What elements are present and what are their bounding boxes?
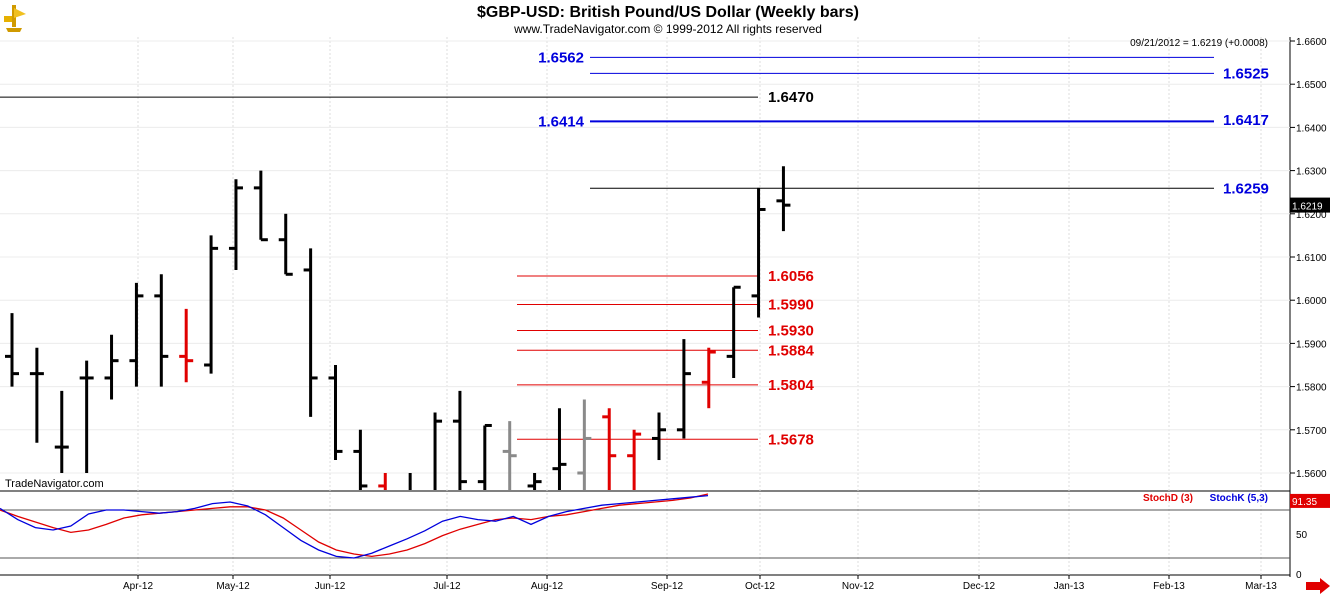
- y-tick-label: 1.6300: [1296, 167, 1327, 178]
- time-axis: Apr-12 May-12 Jun-12 Jul-12 Aug-12 Sep-12 Oct-…: [123, 575, 1277, 592]
- stoch-plot-area: [0, 492, 1290, 574]
- x-tick-label: Oct-12: [745, 581, 775, 592]
- x-tick-label: Mar-13: [1245, 581, 1277, 592]
- y-tick-label: 1.5800: [1296, 383, 1327, 394]
- stoch-series-line: [0, 494, 709, 559]
- level-label: 1.5678: [768, 431, 814, 448]
- y-tick-label: 1.6200: [1296, 210, 1327, 221]
- stoch-series-line: [0, 493, 709, 558]
- stoch-y-tick-label: 50: [1296, 530, 1308, 541]
- stoch-y-tick-label: 0: [1296, 570, 1302, 581]
- last-price-box: [1290, 197, 1330, 213]
- header-background: [0, 0, 1336, 37]
- y-tick-label: 1.6600: [1296, 37, 1327, 48]
- x-tick-label: Jan-13: [1054, 581, 1085, 592]
- level-label: 1.6056: [768, 268, 814, 285]
- level-label: 1.6259: [1223, 180, 1269, 197]
- y-tick-label: 1.5700: [1296, 426, 1327, 437]
- gridlines: [0, 37, 1290, 575]
- stochastics-panel: StochD (3) StochK (5,3) 0 50 91.35: [0, 493, 1330, 581]
- chart-title: $GBP-USD: British Pound/US Dollar (Weekl…: [477, 4, 859, 21]
- y-tick-label: 1.6400: [1296, 123, 1327, 134]
- x-tick-label: Jul-12: [433, 581, 461, 592]
- scroll-right-arrow-icon[interactable]: [1306, 578, 1330, 594]
- x-tick-label: Aug-12: [531, 581, 564, 592]
- y-tick-label: 1.5600: [1296, 469, 1327, 480]
- level-label: 1.6470: [768, 89, 814, 106]
- y-tick-label: 1.6500: [1296, 80, 1327, 91]
- price-levels: 1.6562 1.6525 1.6414 1.6417 1.6259 1.6470 1.60…: [0, 49, 1269, 448]
- stoch-last-label: 91.35: [1292, 497, 1317, 508]
- level-label: 1.5990: [768, 297, 814, 314]
- last-quote-text: 09/21/2012 = 1.6219 (+0.0008): [1130, 38, 1268, 49]
- x-tick-label: Apr-12: [123, 581, 153, 592]
- level-label: 1.5884: [768, 342, 815, 359]
- last-price-label: 1.6219: [1292, 202, 1323, 213]
- level-label: 1.6562: [538, 49, 584, 66]
- x-tick-label: Dec-12: [963, 581, 996, 592]
- trade-navigator-logo-icon: [4, 5, 26, 32]
- price-plot-area: [0, 37, 1290, 490]
- stoch-legend-label: StochK (5,3): [1210, 493, 1268, 504]
- level-label: 1.6525: [1223, 65, 1269, 82]
- price-axis: 1.5600 1.5700 1.5800 1.5900 1.6000 1.6100 1.62…: [1290, 37, 1330, 480]
- watermark-text: TradeNavigator.com: [5, 478, 104, 490]
- y-tick-label: 1.5900: [1296, 339, 1327, 350]
- x-tick-label: Sep-12: [651, 581, 684, 592]
- x-tick-label: May-12: [216, 581, 250, 592]
- ohlc-bars: [5, 166, 791, 490]
- level-label: 1.6414: [538, 113, 585, 130]
- x-tick-label: Feb-13: [1153, 581, 1185, 592]
- copyright-text: www.TradeNavigator.com © 1999-2012 All r…: [513, 22, 822, 36]
- header: $GBP-USD: British Pound/US Dollar (Weekl…: [0, 0, 1336, 37]
- level-label: 1.6417: [1223, 112, 1269, 129]
- x-tick-label: Nov-12: [842, 581, 875, 592]
- x-tick-label: Jun-12: [315, 581, 346, 592]
- level-label: 1.5804: [768, 377, 815, 394]
- stoch-last-box: [1290, 493, 1330, 508]
- y-tick-label: 1.6100: [1296, 253, 1327, 264]
- y-tick-label: 1.6000: [1296, 296, 1327, 307]
- stoch-legend-label: StochD (3): [1143, 493, 1193, 504]
- level-label: 1.5930: [768, 322, 814, 339]
